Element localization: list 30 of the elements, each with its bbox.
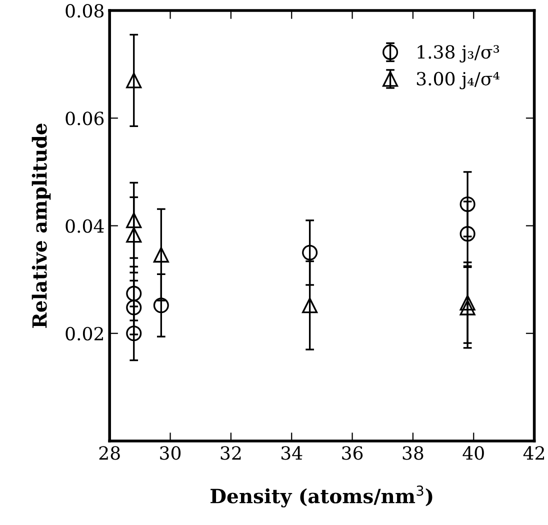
y-tick-label: 0.04	[66, 219, 104, 233]
x-tick-label: 40	[462, 446, 484, 460]
x-tick-label: 38	[402, 446, 424, 460]
point	[460, 294, 476, 310]
point	[302, 298, 318, 314]
x-axis-title: Density (atoms/nm$^{3}$)	[210, 486, 432, 508]
x-tick-label: 30	[160, 446, 181, 460]
point	[126, 286, 142, 302]
y-tick-label: 0.06	[66, 112, 104, 126]
point	[460, 196, 476, 212]
point	[302, 244, 318, 260]
legend-label: 3.00 j₄/σ⁴	[416, 72, 500, 90]
point	[126, 227, 142, 243]
y-axis-title: Relative amplitude	[32, 124, 51, 328]
point	[126, 212, 142, 228]
y-tick-label: 0.08	[66, 4, 104, 18]
point	[153, 298, 169, 314]
x-tick-label: 32	[220, 446, 241, 460]
point	[126, 72, 142, 88]
x-tick-label: 28	[99, 446, 120, 460]
x-tick-label: 42	[523, 446, 544, 460]
point	[153, 247, 169, 263]
point	[126, 300, 142, 316]
point	[460, 226, 476, 242]
legend-label: 1.38 j₃/σ³	[418, 45, 500, 63]
x-tick-label: 36	[342, 446, 363, 460]
point	[126, 326, 142, 342]
y-tick-label: 0.02	[66, 326, 103, 340]
point	[460, 300, 476, 316]
x-tick-label: 34	[282, 446, 302, 460]
